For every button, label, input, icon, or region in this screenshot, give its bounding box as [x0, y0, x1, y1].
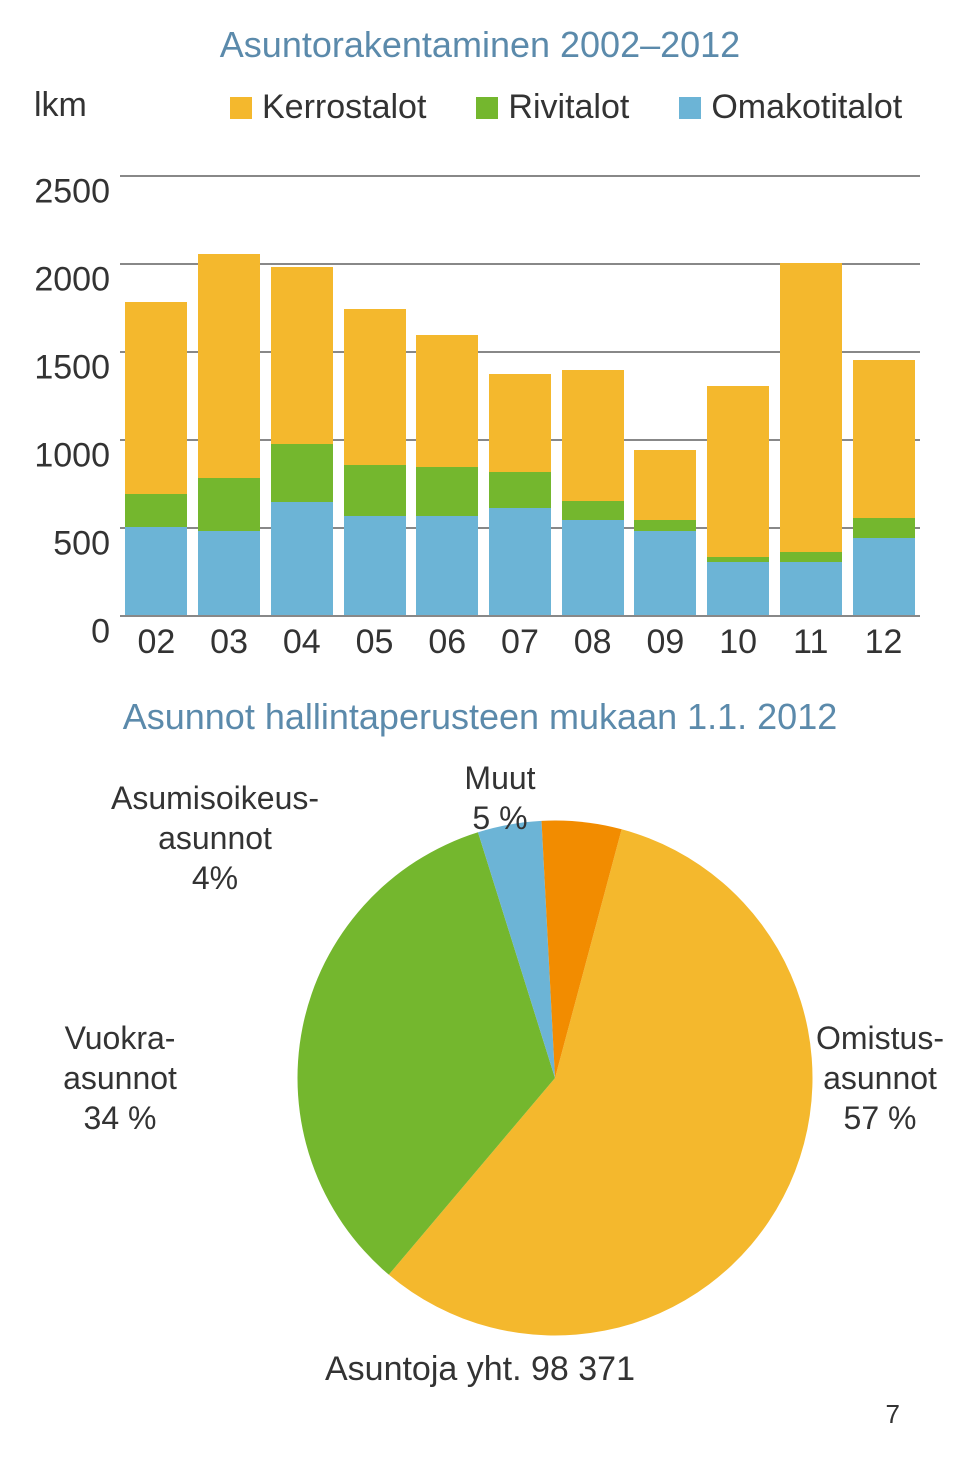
bar-column — [562, 370, 624, 615]
bar-segment-rivitalot — [634, 520, 696, 531]
bar-chart-x-tick: 09 — [629, 623, 702, 662]
bar-chart-bars — [120, 175, 920, 615]
pie-label-muut: Muut 5 % — [430, 758, 570, 838]
pie-chart: Asumisoikeus- asunnot 4% Muut 5 % Vuokra- … — [0, 758, 960, 1338]
bar-chart-x-tick: 12 — [847, 623, 920, 662]
bar-chart-x-tick: 05 — [338, 623, 411, 662]
bar-chart-title: Asuntorakentaminen 2002–2012 — [0, 24, 960, 66]
page: Asuntorakentaminen 2002–2012 lkm 0500100… — [0, 0, 960, 1458]
bar-segment-omakotitalot — [634, 531, 696, 615]
bar-segment-omakotitalot — [198, 531, 260, 615]
bar-chart-plot-area — [120, 175, 920, 617]
bar-chart-y-tick: 2000 — [8, 261, 110, 300]
bar-column — [198, 254, 260, 615]
bar-chart-y-axis-label: lkm — [34, 86, 87, 125]
bar-column — [780, 263, 842, 615]
legend-label: Omakotitalot — [711, 88, 902, 127]
bar-segment-omakotitalot — [707, 562, 769, 615]
bar-chart-y-tick: 2500 — [8, 173, 110, 212]
bar-segment-kerrostalot — [198, 254, 260, 478]
bar-chart-x-tick: 04 — [265, 623, 338, 662]
bar-segment-omakotitalot — [853, 538, 915, 615]
bar-chart-y-tick: 1500 — [8, 349, 110, 388]
legend-swatch — [679, 97, 701, 119]
bar-column — [853, 360, 915, 615]
bar-segment-omakotitalot — [271, 502, 333, 615]
bar-chart: lkm 05001000150020002500 020304050607080… — [0, 80, 960, 640]
legend-swatch — [476, 97, 498, 119]
bar-segment-rivitalot — [344, 465, 406, 516]
bar-segment-omakotitalot — [125, 527, 187, 615]
pie-label-vuokra-asunnot: Vuokra- asunnot 34 % — [20, 1018, 220, 1138]
bar-chart-legend: Kerrostalot Rivitalot Omakotitalot — [230, 88, 902, 127]
bar-chart-x-tick: 02 — [120, 623, 193, 662]
bar-chart-y-tick: 1000 — [8, 437, 110, 476]
bar-segment-omakotitalot — [489, 508, 551, 615]
bar-segment-rivitalot — [562, 501, 624, 520]
bar-segment-rivitalot — [416, 467, 478, 516]
bar-column — [125, 302, 187, 615]
pie-label-omistusasunnot: Omistus- asunnot 57 % — [790, 1018, 960, 1138]
bar-column — [344, 309, 406, 615]
legend-swatch — [230, 97, 252, 119]
bar-chart-x-tick: 03 — [193, 623, 266, 662]
bar-chart-x-tick: 11 — [774, 623, 847, 662]
bar-segment-kerrostalot — [125, 302, 187, 494]
bar-segment-kerrostalot — [634, 450, 696, 520]
bar-column — [271, 267, 333, 615]
pie-chart-total: Asuntoja yht. 98 371 — [0, 1350, 960, 1389]
bar-column — [634, 450, 696, 615]
bar-segment-kerrostalot — [780, 263, 842, 552]
bar-segment-omakotitalot — [780, 562, 842, 615]
bar-chart-y-tick: 500 — [8, 525, 110, 564]
bar-chart-x-tick: 10 — [702, 623, 775, 662]
bar-segment-kerrostalot — [562, 370, 624, 500]
bar-segment-rivitalot — [780, 552, 842, 563]
legend-label: Kerrostalot — [262, 88, 426, 127]
bar-chart-x-tick: 06 — [411, 623, 484, 662]
bar-chart-x-ticks: 0203040506070809101112 — [120, 623, 920, 662]
bar-segment-rivitalot — [198, 478, 260, 531]
bar-segment-omakotitalot — [562, 520, 624, 615]
bar-segment-rivitalot — [853, 518, 915, 537]
bar-column — [707, 386, 769, 615]
bar-segment-kerrostalot — [489, 374, 551, 473]
bar-segment-rivitalot — [125, 494, 187, 527]
bar-chart-x-tick: 08 — [556, 623, 629, 662]
bar-segment-kerrostalot — [853, 360, 915, 518]
legend-label: Rivitalot — [508, 88, 629, 127]
bar-chart-x-tick: 07 — [484, 623, 557, 662]
legend-item: Rivitalot — [476, 88, 629, 127]
bar-segment-kerrostalot — [344, 309, 406, 466]
pie-label-asumisoikeusasunnot: Asumisoikeus- asunnot 4% — [70, 778, 360, 898]
bar-segment-rivitalot — [489, 472, 551, 507]
bar-column — [489, 374, 551, 615]
bar-segment-rivitalot — [271, 444, 333, 502]
legend-item: Omakotitalot — [679, 88, 902, 127]
bar-segment-kerrostalot — [271, 267, 333, 445]
bar-segment-omakotitalot — [416, 516, 478, 615]
bar-segment-omakotitalot — [344, 516, 406, 615]
bar-segment-kerrostalot — [416, 335, 478, 467]
bar-segment-kerrostalot — [707, 386, 769, 557]
bar-chart-y-tick: 0 — [8, 613, 110, 652]
pie-chart-title: Asunnot hallintaperusteen mukaan 1.1. 20… — [0, 696, 960, 738]
legend-item: Kerrostalot — [230, 88, 426, 127]
page-number: 7 — [886, 1399, 900, 1430]
bar-column — [416, 335, 478, 615]
